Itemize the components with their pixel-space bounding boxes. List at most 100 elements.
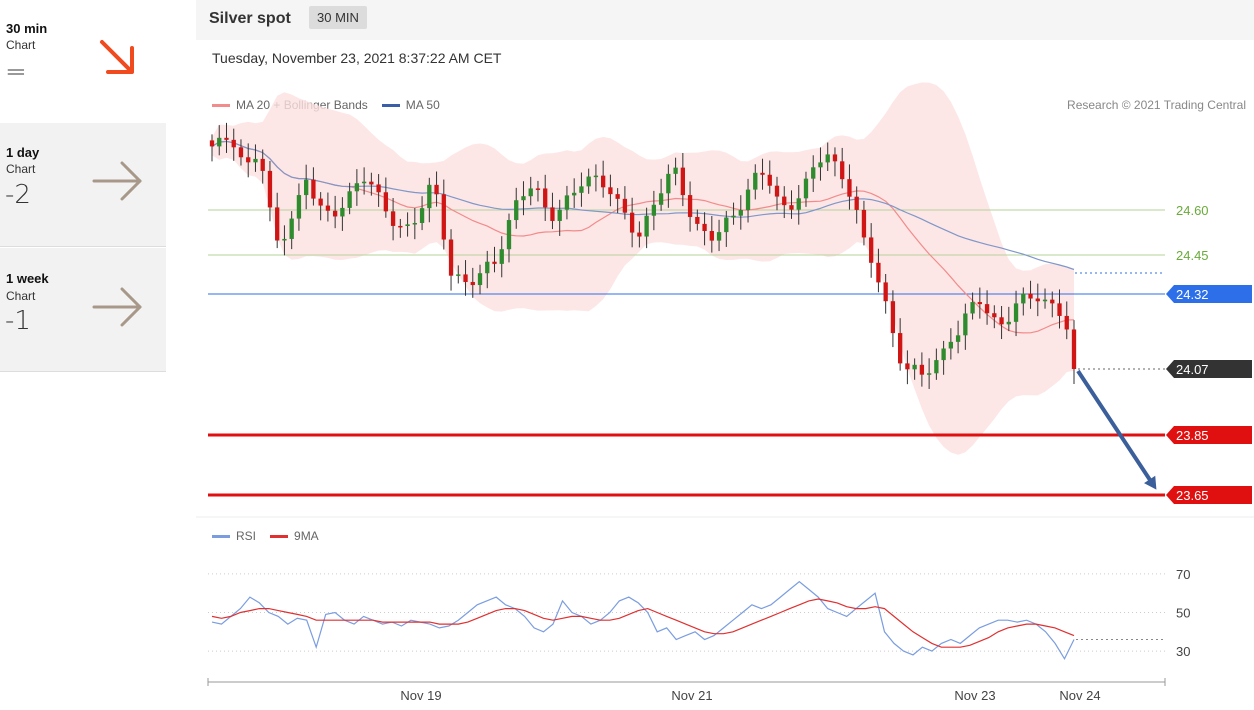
signal-item-30min[interactable]: 30 min Chart = (0, 0, 166, 124)
signal-item-1day[interactable]: 1 day Chart -2 (0, 123, 166, 247)
rsi-legend: RSI 9MA (212, 529, 333, 543)
rsi-tick-30: 30 (1176, 644, 1190, 659)
candle (934, 348, 939, 380)
arrow-right-icon (92, 287, 142, 327)
candle-body (796, 198, 801, 210)
candle-body (687, 195, 693, 217)
candle (528, 176, 533, 206)
candle-body (564, 195, 570, 210)
candle (535, 180, 541, 202)
candle-body (572, 192, 577, 196)
signal-item-1week[interactable]: 1 week Chart -1 (0, 248, 166, 372)
candle-body (724, 217, 729, 233)
legend-swatch-9ma (270, 534, 289, 538)
price-label-24.60: 24.60 (1176, 203, 1209, 218)
candle (224, 122, 229, 153)
x-tick-label: Nov 21 (671, 688, 712, 703)
candle-body (209, 140, 215, 147)
candle-body (383, 192, 389, 212)
candle (622, 186, 628, 220)
candle-body (811, 167, 816, 179)
candle-body (658, 193, 664, 205)
arrow-down-right-icon (100, 40, 134, 74)
rsi-tick-50: 50 (1176, 606, 1190, 621)
candle-body (543, 188, 548, 208)
candle-body (926, 373, 932, 375)
candle (963, 303, 968, 350)
candle (818, 147, 823, 181)
x-tick-label: Nov 19 (400, 688, 441, 703)
candle-body (1028, 293, 1033, 299)
timeframe-badge[interactable]: 30 MIN (309, 6, 367, 29)
candle-body (1013, 303, 1019, 322)
candle-body (622, 198, 628, 213)
candle (992, 305, 997, 329)
candle-body (992, 313, 997, 318)
signal-chart-label: Chart (6, 162, 36, 176)
candle (666, 164, 671, 208)
candle-body (246, 157, 251, 163)
candle (521, 181, 526, 216)
candle-body (361, 181, 367, 184)
candle-body (456, 274, 461, 276)
candle (318, 192, 323, 221)
candle (695, 209, 700, 231)
candle-body (673, 167, 678, 174)
candle (485, 250, 490, 289)
candle-body (984, 304, 990, 314)
signal-chart-label: Chart (6, 38, 36, 52)
candle-body (347, 191, 352, 208)
candle (579, 172, 584, 207)
candle (615, 188, 620, 214)
x-tick-label: Nov 23 (954, 688, 995, 703)
legend-swatch-rsi (212, 534, 230, 538)
candle (651, 190, 657, 231)
candle (376, 174, 381, 207)
candle-body (217, 137, 222, 147)
candle-body (253, 158, 258, 163)
candle (354, 169, 360, 206)
candle-body (912, 364, 917, 370)
candle-body (521, 196, 526, 201)
candle-body (289, 218, 294, 239)
candle-body (905, 363, 910, 370)
candle-body (948, 341, 954, 349)
candle-body (876, 262, 881, 283)
candle (861, 200, 867, 246)
candle (977, 287, 982, 319)
candle-body (883, 282, 888, 302)
candle-body (231, 139, 236, 148)
candle-body (709, 230, 714, 241)
candle (1050, 291, 1055, 318)
legend-swatch-ma50 (381, 103, 400, 107)
candle-body (405, 224, 410, 227)
candle (1028, 280, 1033, 309)
price-tag-24.07 (1166, 360, 1252, 378)
candle-body (427, 184, 432, 209)
candle-body (999, 317, 1004, 325)
candle-body (803, 178, 809, 199)
candle-body (702, 223, 707, 231)
candle-body (934, 360, 939, 374)
candle (832, 147, 838, 177)
candle (955, 320, 961, 354)
candle (811, 155, 816, 192)
candle-body (1042, 299, 1048, 302)
candle (217, 125, 222, 156)
candle (340, 197, 345, 231)
price-label-24.45: 24.45 (1176, 248, 1209, 263)
candle-body (629, 212, 635, 233)
candle (557, 199, 562, 236)
candle-body (1035, 298, 1040, 302)
candle-body (224, 137, 229, 140)
candle-body (680, 167, 685, 196)
candle (897, 318, 903, 371)
candle (456, 265, 461, 284)
candle (803, 171, 809, 207)
price-label-24.07: 24.07 (1176, 362, 1209, 377)
candle (629, 197, 635, 248)
candle (231, 128, 236, 161)
candle (970, 292, 975, 320)
candle (332, 195, 338, 229)
